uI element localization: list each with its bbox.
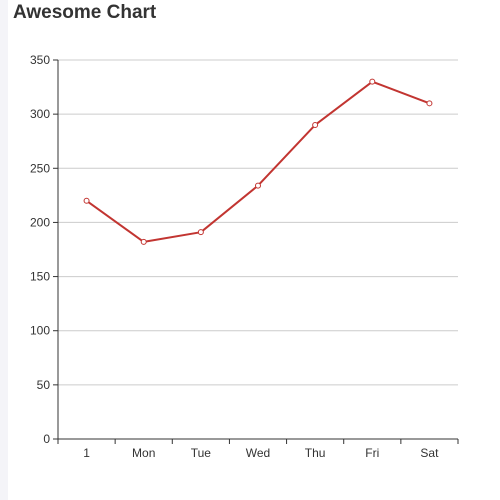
series-group [83,78,433,245]
data-point[interactable] [426,100,433,107]
x-tick-label: Fri [365,446,379,460]
y-tick-label: 100 [30,324,50,338]
x-tick-label: Thu [305,446,326,460]
y-tick-label: 50 [37,378,51,392]
grid-lines [58,59,458,386]
x-tick-label: Sat [420,446,439,460]
data-point[interactable] [312,121,319,128]
data-point[interactable] [255,182,261,189]
chart-title: Awesome Chart [13,2,157,23]
series-line [85,80,430,243]
y-tick-label: 150 [30,270,50,284]
data-point[interactable] [369,78,376,85]
y-tick-label: 0 [43,432,50,446]
y-tick-label: 350 [30,53,50,67]
axes [57,60,458,440]
data-point[interactable] [140,238,147,245]
data-point[interactable] [83,197,90,204]
data-point[interactable] [197,229,204,236]
x-tick-label: Tue [191,446,212,460]
y-tick-label: 200 [30,215,50,229]
y-tick-label: 250 [30,161,50,175]
x-tick-label: Mon [132,446,155,460]
x-tick-label: 1 [83,446,90,460]
x-tick-label: Wed [246,446,270,460]
left-edge-strip [0,0,8,500]
x-axis-ticks: 1 Mon Tue Wed Thu Fri Sat [57,439,459,460]
y-tick-label: 300 [30,107,50,121]
y-axis-ticks: 0 50 100 150 200 250 300 350 [30,53,58,446]
